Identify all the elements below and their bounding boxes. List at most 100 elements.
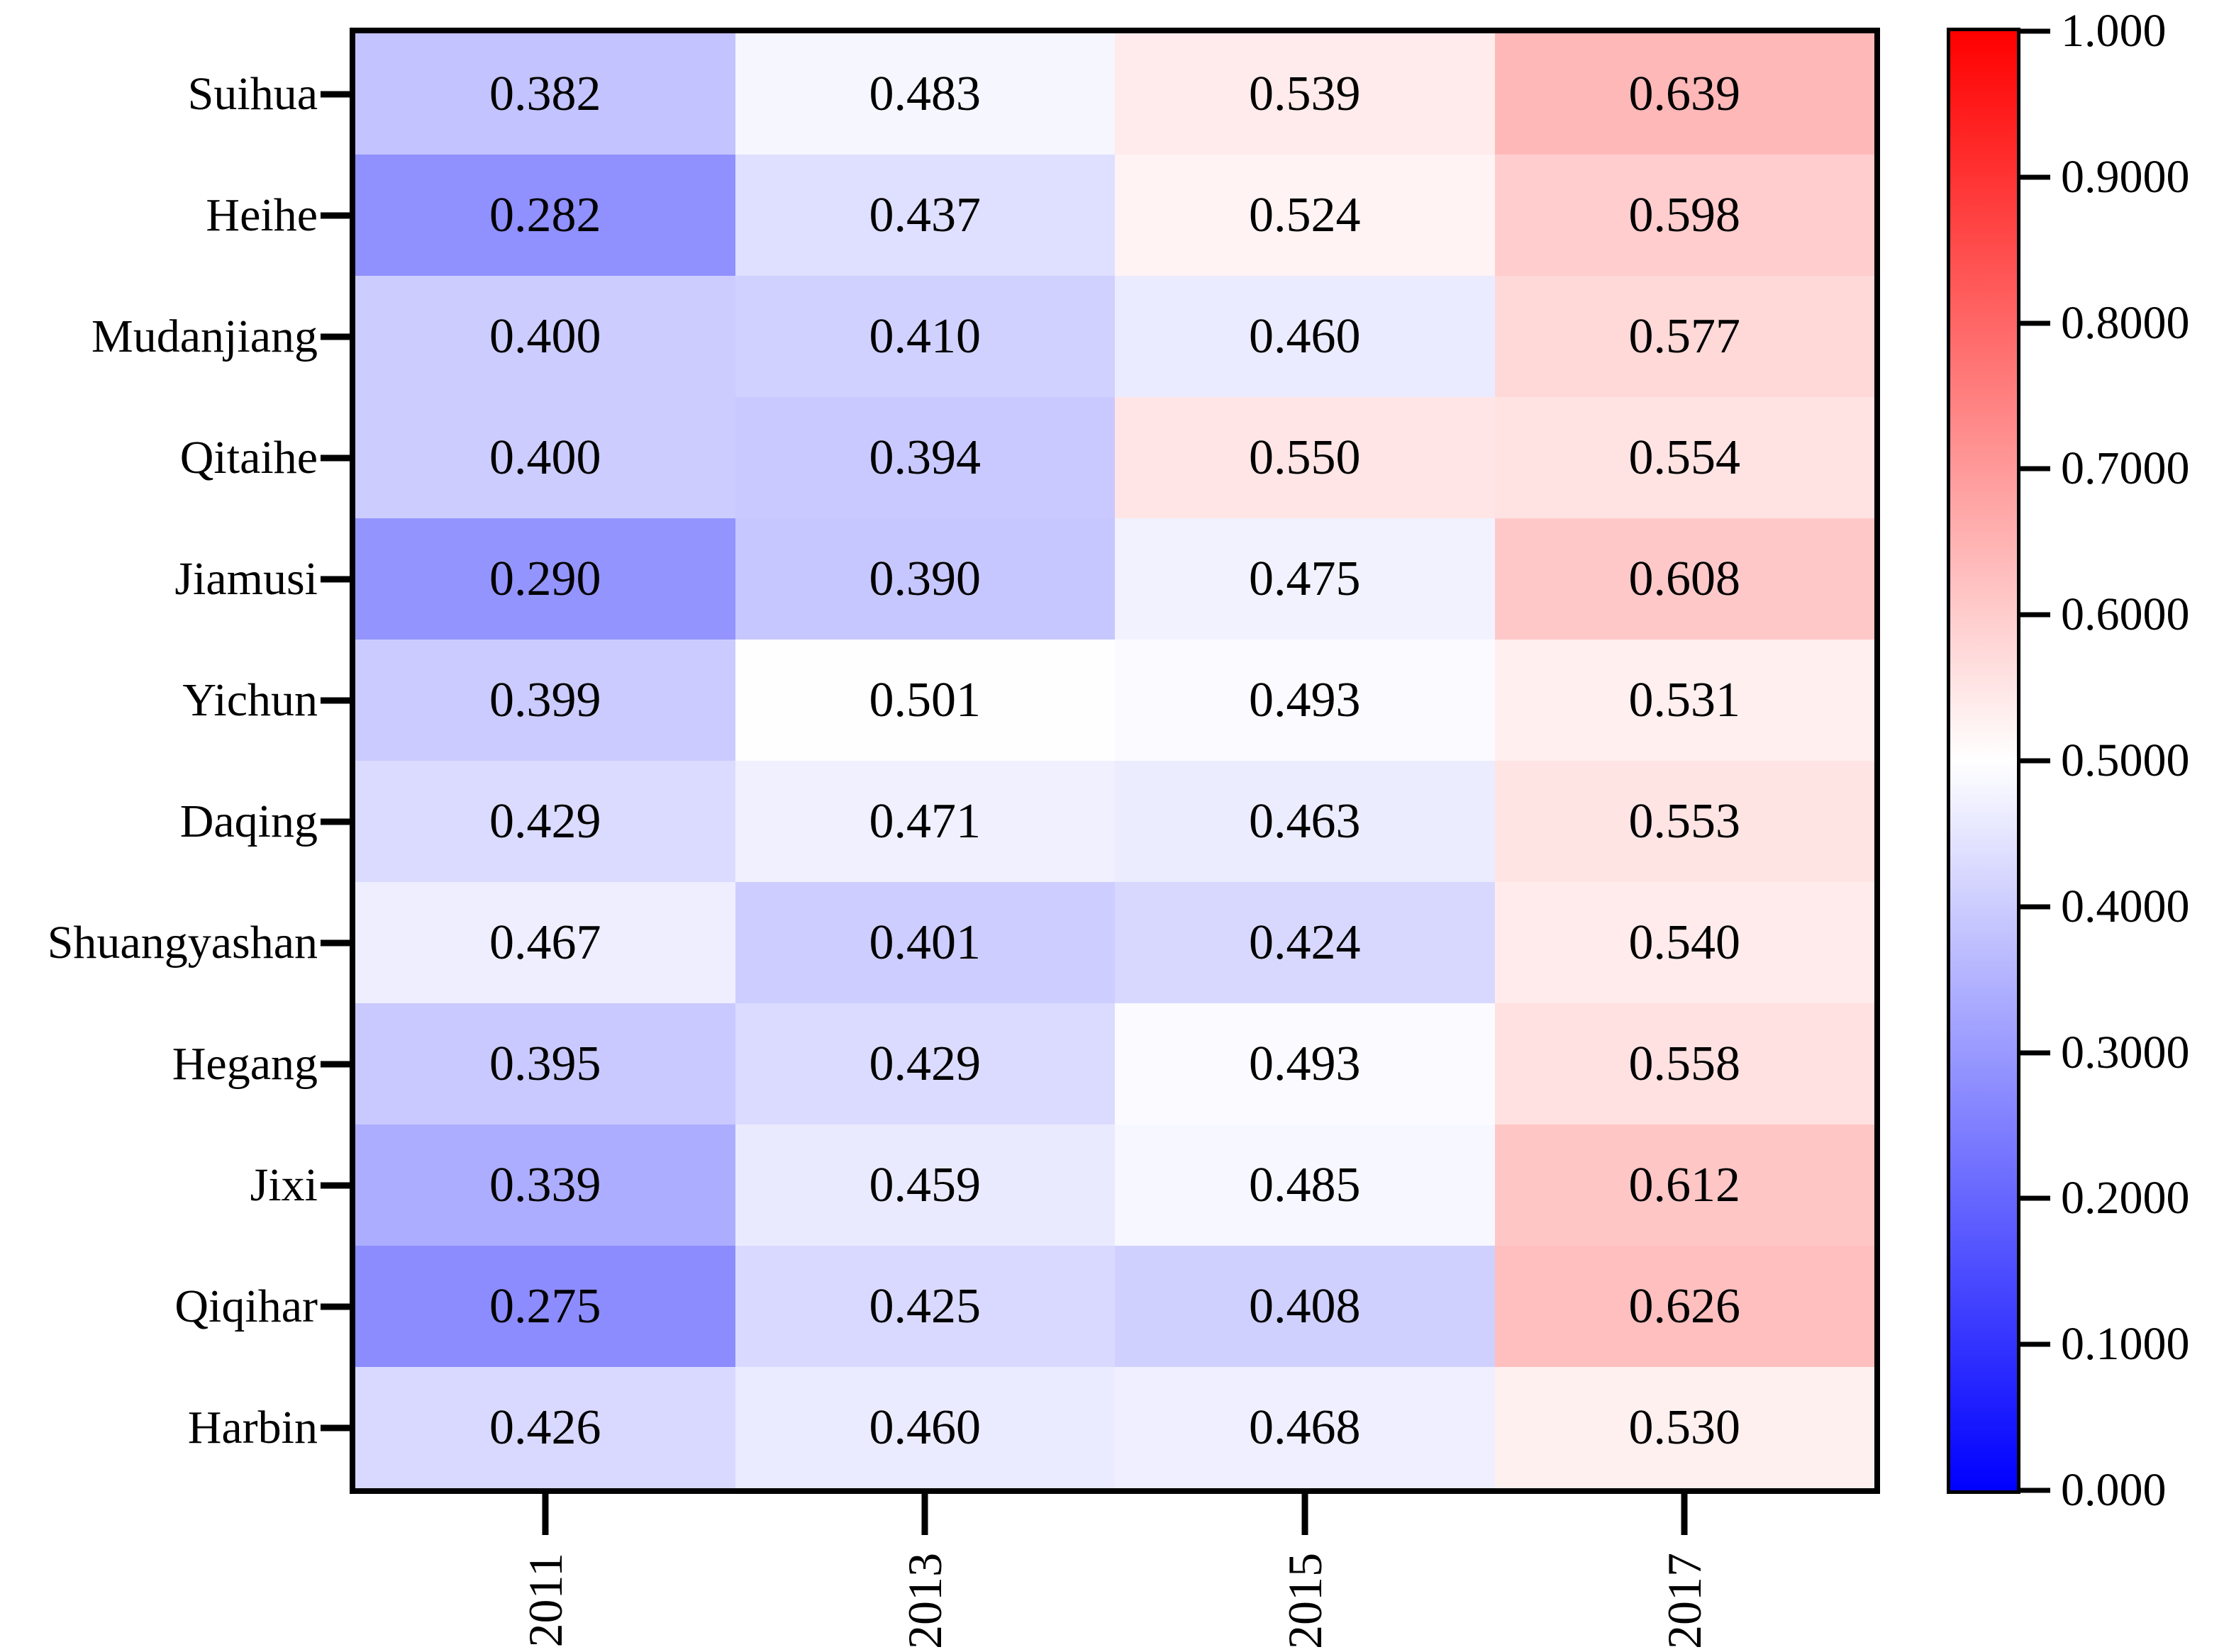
row-label-qitaihe: Qitaihe [179, 431, 318, 484]
heatmap-cell: 0.410 [735, 276, 1115, 397]
colorbar-tick [2019, 1341, 2050, 1347]
x-tick [1681, 1494, 1688, 1535]
row-label-shuangyashan: Shuangyashan [47, 916, 318, 969]
heatmap-cell: 0.437 [735, 155, 1115, 276]
colorbar-tick-label: 0.5000 [2061, 735, 2190, 786]
colorbar-tick-label: 0.6000 [2061, 588, 2190, 641]
heatmap-cell: 0.400 [355, 397, 735, 518]
y-tick [321, 576, 353, 582]
row-label-yichun: Yichun [182, 674, 318, 726]
heatmap-cell: 0.467 [355, 882, 735, 1003]
heatmap-cell: 0.471 [735, 761, 1115, 882]
heatmap-cell: 0.400 [355, 276, 735, 397]
row-label-qiqihar: Qiqihar [174, 1280, 318, 1332]
heatmap-cell: 0.553 [1494, 761, 1874, 882]
colorbar-tick [2019, 612, 2050, 618]
row-label-hegang: Hegang [172, 1037, 318, 1090]
heatmap-cell: 0.394 [735, 397, 1115, 518]
colorbar-tick-label: 0.2000 [2061, 1172, 2190, 1224]
x-tick-label-2015: 2015 [1277, 1553, 1332, 1649]
colorbar-tick [2019, 320, 2050, 326]
heatmap-cell: 0.401 [735, 882, 1115, 1003]
heatmap-cell: 0.282 [355, 155, 735, 276]
heatmap-cell: 0.524 [1115, 155, 1495, 276]
heatmap-cell: 0.577 [1494, 276, 1874, 397]
y-tick [321, 1303, 353, 1310]
colorbar-tick-label: 0.8000 [2061, 296, 2190, 349]
colorbar-tick [2019, 1050, 2050, 1056]
y-tick [321, 939, 353, 946]
heatmap-cell: 0.639 [1494, 33, 1874, 155]
heatmap-cell: 0.425 [735, 1246, 1115, 1367]
heatmap-cell: 0.460 [735, 1367, 1115, 1488]
heatmap-cell: 0.468 [1115, 1367, 1495, 1488]
x-tick-label-2017: 2017 [1657, 1553, 1712, 1649]
heatmap-cell: 0.612 [1494, 1124, 1874, 1246]
heatmap-cell: 0.463 [1115, 761, 1495, 882]
heatmap-cell: 0.493 [1115, 1003, 1495, 1124]
heatmap-cell: 0.608 [1494, 518, 1874, 640]
x-tick [1301, 1494, 1308, 1535]
heatmap-cell: 0.626 [1494, 1246, 1874, 1367]
heatmap-cell: 0.530 [1494, 1367, 1874, 1488]
heatmap-cell: 0.429 [735, 1003, 1115, 1124]
heatmap-cell: 0.460 [1115, 276, 1495, 397]
heatmap-cell: 0.475 [1115, 518, 1495, 640]
y-tick [321, 818, 353, 825]
colorbar-tick [2019, 1195, 2050, 1201]
row-label-jixi: Jixi [250, 1159, 318, 1211]
colorbar-tick-label: 0.3000 [2061, 1026, 2190, 1078]
y-tick [321, 1061, 353, 1067]
row-label-harbin: Harbin [187, 1401, 318, 1453]
colorbar-tick-label: 0.1000 [2061, 1318, 2190, 1371]
heatmap-cell: 0.408 [1115, 1246, 1495, 1367]
heatmap-cell: 0.290 [355, 518, 735, 640]
row-label-daqing: Daqing [179, 795, 318, 847]
row-label-jiamusi: Jiamusi [174, 552, 318, 605]
colorbar-gradient [1950, 31, 2017, 1490]
colorbar-tick-label: 0.9000 [2061, 150, 2190, 203]
x-tick-label-2013: 2013 [898, 1553, 952, 1649]
row-label-mudanjiang: Mudanjiang [91, 310, 318, 362]
heatmap-cell: 0.554 [1494, 397, 1874, 518]
heatmap-cell: 0.459 [735, 1124, 1115, 1246]
heatmap-cell: 0.501 [735, 640, 1115, 761]
heatmap-cell: 0.429 [355, 761, 735, 882]
colorbar-tick [2019, 28, 2050, 34]
x-tick [921, 1494, 928, 1535]
colorbar-tick [2019, 466, 2050, 471]
heatmap-cell: 0.539 [1115, 33, 1495, 155]
heatmap-cell: 0.399 [355, 640, 735, 761]
colorbar-tick-label: 0.7000 [2061, 442, 2190, 495]
y-tick [321, 212, 353, 218]
row-label-suihua: Suihua [187, 67, 318, 120]
heatmap-cell: 0.395 [355, 1003, 735, 1124]
colorbar-tick [2019, 758, 2050, 764]
x-tick-label-2011: 2011 [518, 1553, 572, 1648]
heatmap-cell: 0.550 [1115, 397, 1495, 518]
y-tick [321, 454, 353, 461]
heatmap-cell: 0.531 [1494, 640, 1874, 761]
heatmap-cell: 0.275 [355, 1246, 735, 1367]
colorbar-tick [2019, 174, 2050, 180]
colorbar [1947, 28, 2020, 1494]
y-tick [321, 1424, 353, 1431]
heatmap-cell: 0.382 [355, 33, 735, 155]
y-tick [321, 1182, 353, 1188]
colorbar-tick-label: 0.4000 [2061, 880, 2190, 932]
heatmap-cell: 0.390 [735, 518, 1115, 640]
heatmap-cell: 0.598 [1494, 155, 1874, 276]
colorbar-tick [2019, 1488, 2050, 1493]
heatmap-cell: 0.424 [1115, 882, 1495, 1003]
colorbar-tick-label: 0.000 [2061, 1464, 2167, 1516]
y-tick [321, 91, 353, 97]
heatmap-cell: 0.485 [1115, 1124, 1495, 1246]
heatmap-cell: 0.558 [1494, 1003, 1874, 1124]
colorbar-tick [2019, 904, 2050, 910]
heatmap-cell: 0.493 [1115, 640, 1495, 761]
colorbar-tick-label: 1.000 [2061, 5, 2167, 57]
heatmap-cell: 0.339 [355, 1124, 735, 1246]
heatmap-cell: 0.426 [355, 1367, 735, 1488]
heatmap-cell: 0.483 [735, 33, 1115, 155]
